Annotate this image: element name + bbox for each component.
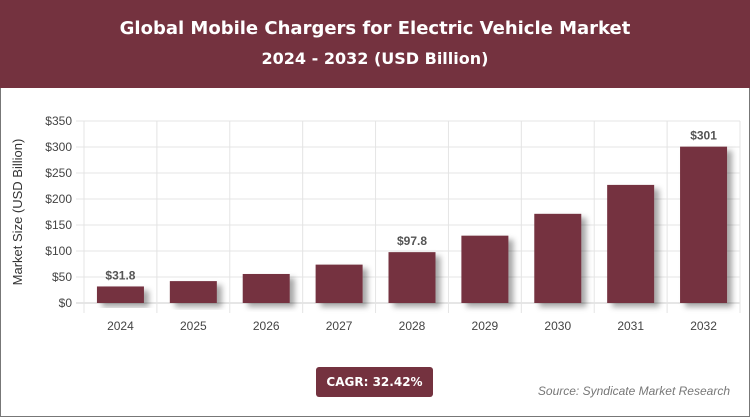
y-tick-label: $300 — [45, 140, 72, 154]
x-tick-label: 2024 — [107, 319, 134, 333]
x-tick-label: 2030 — [544, 319, 571, 333]
y-tick-label: $150 — [45, 218, 72, 232]
x-tick-label: 2026 — [253, 319, 280, 333]
y-tick-label: $350 — [45, 114, 72, 128]
bar-2030 — [534, 213, 582, 303]
bar-2027 — [315, 264, 363, 303]
x-tick-label: 2027 — [326, 319, 353, 333]
bar-2028 — [388, 252, 436, 303]
bar-2025 — [169, 281, 217, 303]
bar-2031 — [607, 184, 655, 303]
y-tick-label: $50 — [52, 270, 72, 284]
chart-header: Global Mobile Chargers for Electric Vehi… — [0, 0, 750, 88]
chart-subtitle: 2024 - 2032 (USD Billion) — [261, 49, 489, 68]
x-tick-label: 2025 — [180, 319, 207, 333]
x-tick-label: 2031 — [617, 319, 644, 333]
y-axis-label: Market Size (USD Billion) — [10, 139, 25, 286]
bar-2029 — [461, 235, 509, 303]
data-label: $31.8 — [105, 268, 135, 282]
y-tick-label: $250 — [45, 166, 72, 180]
chart-title: Global Mobile Chargers for Electric Vehi… — [119, 18, 631, 39]
cagr-badge: CAGR: 32.42% — [316, 367, 433, 397]
y-tick-label: $0 — [59, 296, 73, 310]
bar-2026 — [242, 273, 290, 303]
source-note: Source: Syndicate Market Research — [537, 384, 730, 398]
data-label: $97.8 — [397, 234, 427, 248]
bar-2032 — [680, 146, 728, 303]
y-tick-label: $200 — [45, 192, 72, 206]
bar-2024 — [96, 286, 144, 303]
x-tick-label: 2032 — [690, 319, 717, 333]
data-label: $301 — [690, 129, 717, 143]
x-tick-label: 2029 — [472, 319, 499, 333]
x-tick-label: 2028 — [399, 319, 426, 333]
y-tick-label: $100 — [45, 244, 72, 258]
